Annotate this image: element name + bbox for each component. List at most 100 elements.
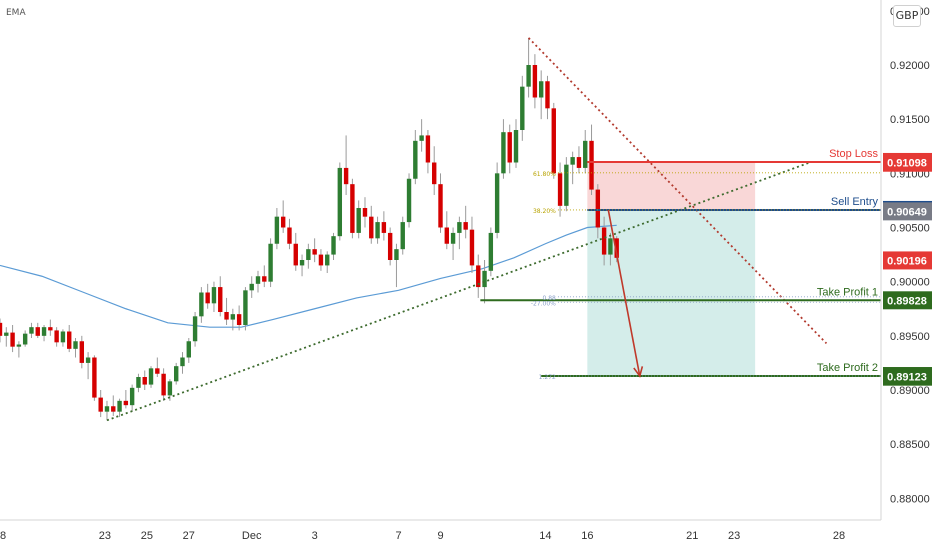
candle-body	[450, 232, 456, 244]
candle-body	[287, 227, 292, 244]
candle-body	[0, 322, 3, 336]
candle	[85, 352, 91, 380]
candle	[98, 390, 103, 418]
indicator-label: EMA	[6, 8, 26, 18]
candle	[306, 243, 311, 269]
candle	[513, 119, 519, 168]
candle	[142, 370, 147, 390]
time-tick-label: 27	[183, 530, 195, 542]
candle	[117, 398, 122, 418]
candle	[476, 254, 481, 298]
take-profit-1-price-tag	[883, 291, 932, 310]
candle	[356, 200, 361, 239]
candle-body	[224, 312, 229, 320]
candle	[564, 157, 569, 212]
candle-body	[35, 327, 40, 336]
time-tick-label: 23	[728, 530, 740, 542]
time-tick-label: 28	[833, 530, 845, 542]
candle-body	[230, 314, 236, 320]
candle-body	[218, 287, 223, 312]
candle	[419, 119, 424, 152]
candle	[557, 162, 563, 217]
candle	[186, 338, 191, 363]
fib-label: 38.20%	[533, 208, 556, 215]
candle	[583, 130, 588, 174]
candle	[243, 287, 248, 331]
arrow-shaft	[607, 209, 641, 377]
price-tick-label: 0.90500	[890, 223, 930, 235]
candle-body	[375, 222, 380, 239]
candle-body	[22, 333, 28, 345]
currency-button[interactable]: GBP	[893, 5, 921, 27]
candles	[0, 37, 619, 421]
candle	[73, 338, 78, 358]
candle	[469, 216, 475, 273]
candle-body	[406, 178, 412, 223]
candle	[362, 197, 368, 228]
candle	[268, 238, 273, 288]
candle-body	[67, 331, 72, 349]
candle	[438, 173, 443, 233]
take-profit-2-label: Take Profit 2	[817, 362, 878, 374]
candle-body	[148, 368, 154, 385]
candle-body	[494, 173, 500, 233]
candle	[230, 308, 236, 331]
candle	[199, 287, 204, 323]
candle	[507, 124, 512, 174]
candle-body	[98, 397, 103, 412]
candle	[450, 227, 456, 260]
price-tick-label: 0.88500	[890, 439, 930, 451]
reward-zone	[587, 209, 756, 377]
candle	[155, 357, 160, 377]
candle-body	[243, 290, 248, 325]
candle	[381, 211, 387, 241]
candle-body	[362, 208, 368, 217]
candle-body	[350, 184, 355, 233]
candle-body	[583, 140, 588, 168]
candle	[67, 325, 72, 353]
price-tick-label: 0.92000	[890, 60, 930, 72]
candle-body	[4, 332, 9, 336]
candle	[312, 238, 317, 263]
price-tag	[883, 202, 932, 221]
candle-body	[318, 254, 324, 266]
risk-zone	[587, 161, 756, 210]
candle	[167, 379, 173, 401]
candle-body	[262, 276, 267, 282]
price-axis: 0.88000 0.88500 0.89000 0.89500 0.90000 0.905…	[880, 0, 930, 520]
candle	[482, 260, 487, 304]
fib-label: 0.88	[543, 295, 557, 302]
candle-body	[60, 331, 66, 343]
candle	[218, 276, 223, 317]
candle	[180, 352, 185, 374]
candle-body	[41, 327, 47, 336]
projection-arrow	[607, 209, 644, 378]
candle-body	[79, 341, 85, 363]
candle-body	[92, 357, 97, 398]
candle	[161, 368, 166, 401]
candle-body	[545, 81, 550, 109]
time-tick-label: 21	[686, 530, 698, 542]
price-tag-value: 0.89123	[887, 372, 927, 384]
candle	[129, 384, 135, 412]
candle-body	[123, 400, 129, 406]
price-tags: 0.91098 0.90649 0.90196 0.89123	[883, 153, 932, 386]
candle	[406, 173, 412, 228]
candle-body	[526, 65, 531, 87]
candle-body	[186, 341, 191, 358]
price-tick-label: 0.90000	[890, 277, 930, 289]
candle	[545, 75, 550, 120]
candle	[494, 162, 500, 239]
candle	[287, 218, 292, 250]
candle	[337, 162, 343, 241]
candle-body	[274, 216, 280, 244]
candle-body	[469, 229, 475, 266]
candle	[249, 276, 254, 298]
candle-body	[343, 167, 349, 185]
candle	[255, 270, 261, 293]
candle-body	[129, 387, 135, 406]
candle-body	[73, 341, 78, 349]
candle-body	[419, 135, 424, 141]
candle	[532, 54, 538, 109]
